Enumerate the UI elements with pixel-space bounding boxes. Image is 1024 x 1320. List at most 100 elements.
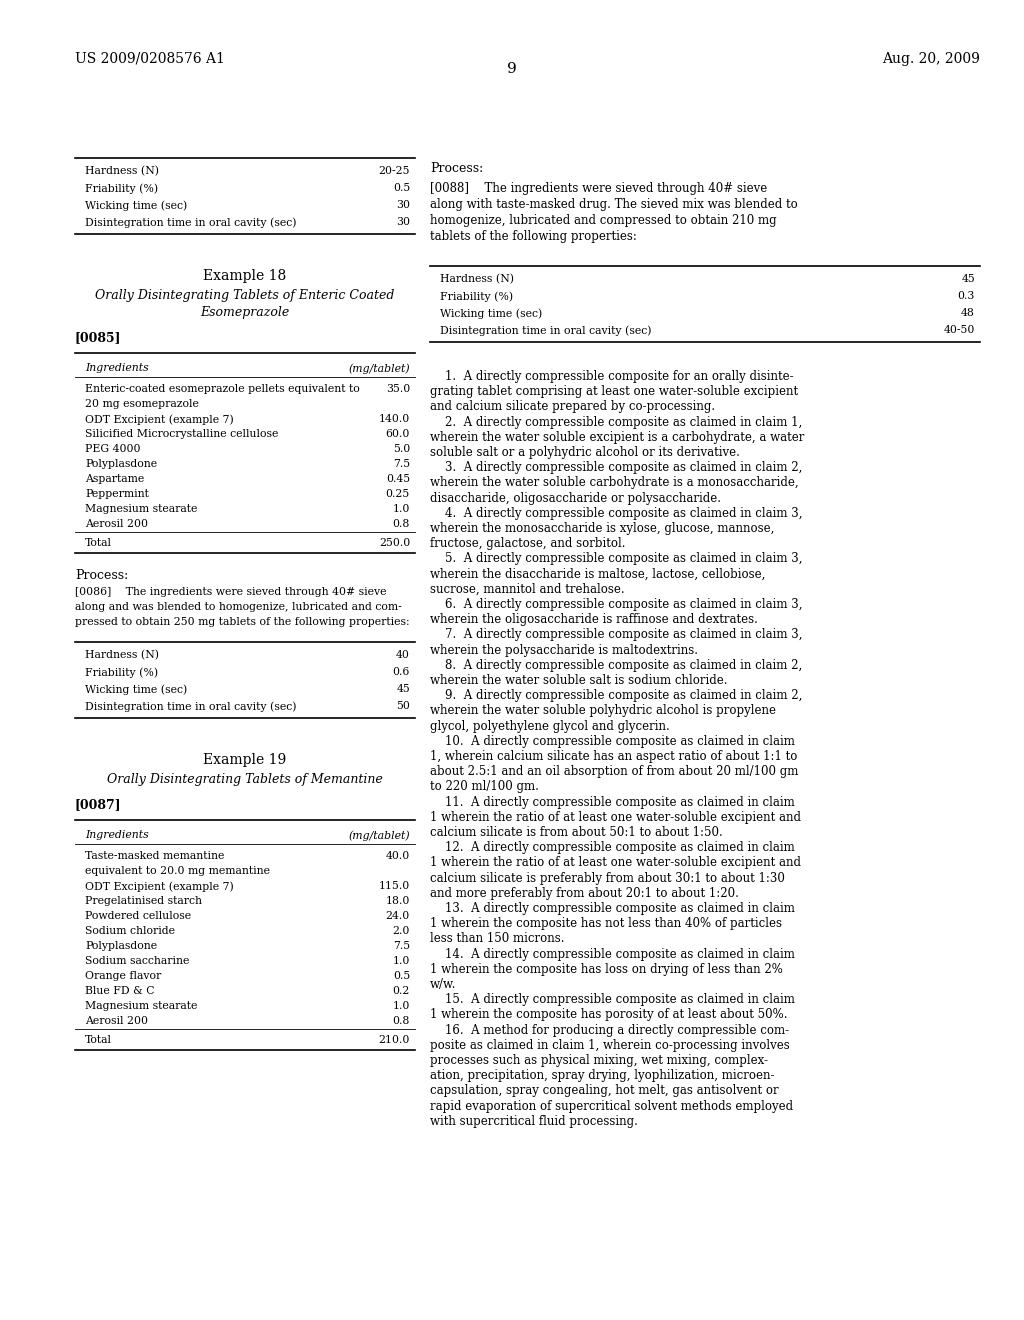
Text: Polyplasdone: Polyplasdone xyxy=(85,459,157,469)
Text: Orally Disintegrating Tablets of Enteric Coated: Orally Disintegrating Tablets of Enteric… xyxy=(95,289,394,302)
Text: 14.  A directly compressible composite as claimed in claim: 14. A directly compressible composite as… xyxy=(430,948,795,961)
Text: wherein the polysaccharide is maltodextrins.: wherein the polysaccharide is maltodextr… xyxy=(430,644,698,656)
Text: 15.  A directly compressible composite as claimed in claim: 15. A directly compressible composite as… xyxy=(430,993,795,1006)
Text: 20 mg esomeprazole: 20 mg esomeprazole xyxy=(85,399,199,409)
Text: 7.5: 7.5 xyxy=(393,459,410,469)
Text: (mg/tablet): (mg/tablet) xyxy=(348,363,410,374)
Text: 3.  A directly compressible composite as claimed in claim 2,: 3. A directly compressible composite as … xyxy=(430,461,803,474)
Text: Wicking time (sec): Wicking time (sec) xyxy=(440,308,543,318)
Text: 11.  A directly compressible composite as claimed in claim: 11. A directly compressible composite as… xyxy=(430,796,795,809)
Text: Total: Total xyxy=(85,1035,112,1045)
Text: Orange flavor: Orange flavor xyxy=(85,972,161,981)
Text: Aug. 20, 2009: Aug. 20, 2009 xyxy=(882,51,980,66)
Text: 30: 30 xyxy=(396,201,410,210)
Text: 20-25: 20-25 xyxy=(379,166,410,176)
Text: 2.0: 2.0 xyxy=(392,927,410,936)
Text: [0088]  The ingredients were sieved through 40# sieve: [0088] The ingredients were sieved throu… xyxy=(430,182,767,195)
Text: 45: 45 xyxy=(396,684,410,694)
Text: 40.0: 40.0 xyxy=(386,851,410,861)
Text: 2.  A directly compressible composite as claimed in claim 1,: 2. A directly compressible composite as … xyxy=(430,416,802,429)
Text: fructose, galactose, and sorbitol.: fructose, galactose, and sorbitol. xyxy=(430,537,626,550)
Text: Hardness (N): Hardness (N) xyxy=(85,166,159,177)
Text: 1 wherein the ratio of at least one water-soluble excipient and: 1 wherein the ratio of at least one wate… xyxy=(430,857,801,870)
Text: with supercritical fluid processing.: with supercritical fluid processing. xyxy=(430,1115,638,1127)
Text: 0.8: 0.8 xyxy=(392,519,410,529)
Text: 1.  A directly compressible composite for an orally disinte-: 1. A directly compressible composite for… xyxy=(430,370,794,383)
Text: ation, precipitation, spray drying, lyophilization, microen-: ation, precipitation, spray drying, lyop… xyxy=(430,1069,774,1082)
Text: Magnesium stearate: Magnesium stearate xyxy=(85,1001,198,1011)
Text: capsulation, spray congealing, hot melt, gas antisolvent or: capsulation, spray congealing, hot melt,… xyxy=(430,1085,778,1097)
Text: wherein the water soluble carbohydrate is a monosaccharide,: wherein the water soluble carbohydrate i… xyxy=(430,477,799,490)
Text: 0.8: 0.8 xyxy=(392,1016,410,1026)
Text: Polyplasdone: Polyplasdone xyxy=(85,941,157,950)
Text: Aspartame: Aspartame xyxy=(85,474,144,484)
Text: homogenize, lubricated and compressed to obtain 210 mg: homogenize, lubricated and compressed to… xyxy=(430,214,776,227)
Text: along with taste-masked drug. The sieved mix was blended to: along with taste-masked drug. The sieved… xyxy=(430,198,798,211)
Text: Example 18: Example 18 xyxy=(204,269,287,282)
Text: Example 19: Example 19 xyxy=(204,752,287,767)
Text: wherein the water soluble salt is sodium chloride.: wherein the water soluble salt is sodium… xyxy=(430,675,727,686)
Text: 1 wherein the composite has loss on drying of less than 2%: 1 wherein the composite has loss on dryi… xyxy=(430,962,783,975)
Text: 0.5: 0.5 xyxy=(393,972,410,981)
Text: 0.25: 0.25 xyxy=(386,488,410,499)
Text: Disintegration time in oral cavity (sec): Disintegration time in oral cavity (sec) xyxy=(85,701,297,711)
Text: Enteric-coated esomeprazole pellets equivalent to: Enteric-coated esomeprazole pellets equi… xyxy=(85,384,359,393)
Text: wherein the water soluble excipient is a carbohydrate, a water: wherein the water soluble excipient is a… xyxy=(430,430,805,444)
Text: 24.0: 24.0 xyxy=(386,911,410,921)
Text: 0.45: 0.45 xyxy=(386,474,410,484)
Text: Ingredients: Ingredients xyxy=(85,363,148,374)
Text: Disintegration time in oral cavity (sec): Disintegration time in oral cavity (sec) xyxy=(85,216,297,227)
Text: 7.5: 7.5 xyxy=(393,941,410,950)
Text: 18.0: 18.0 xyxy=(386,896,410,906)
Text: 5.0: 5.0 xyxy=(393,444,410,454)
Text: 5.  A directly compressible composite as claimed in claim 3,: 5. A directly compressible composite as … xyxy=(430,552,803,565)
Text: 7.  A directly compressible composite as claimed in claim 3,: 7. A directly compressible composite as … xyxy=(430,628,803,642)
Text: w/w.: w/w. xyxy=(430,978,457,991)
Text: Pregelatinised starch: Pregelatinised starch xyxy=(85,896,202,906)
Text: Wicking time (sec): Wicking time (sec) xyxy=(85,201,187,211)
Text: 10.  A directly compressible composite as claimed in claim: 10. A directly compressible composite as… xyxy=(430,735,795,748)
Text: 30: 30 xyxy=(396,216,410,227)
Text: Friability (%): Friability (%) xyxy=(85,667,158,677)
Text: calcium silicate is from about 50:1 to about 1:50.: calcium silicate is from about 50:1 to a… xyxy=(430,826,723,840)
Text: 1.0: 1.0 xyxy=(392,1001,410,1011)
Text: 9: 9 xyxy=(507,62,517,77)
Text: pressed to obtain 250 mg tablets of the following properties:: pressed to obtain 250 mg tablets of the … xyxy=(75,616,410,627)
Text: [0085]: [0085] xyxy=(75,331,122,345)
Text: grating tablet comprising at least one water-soluble excipient: grating tablet comprising at least one w… xyxy=(430,385,798,399)
Text: Wicking time (sec): Wicking time (sec) xyxy=(85,684,187,694)
Text: [0087]: [0087] xyxy=(75,799,122,810)
Text: soluble salt or a polyhydric alcohol or its derivative.: soluble salt or a polyhydric alcohol or … xyxy=(430,446,740,459)
Text: PEG 4000: PEG 4000 xyxy=(85,444,140,454)
Text: Orally Disintegrating Tablets of Memantine: Orally Disintegrating Tablets of Memanti… xyxy=(108,774,383,785)
Text: wherein the oligosaccharide is raffinose and dextrates.: wherein the oligosaccharide is raffinose… xyxy=(430,614,758,626)
Text: ODT Excipient (example 7): ODT Excipient (example 7) xyxy=(85,414,233,425)
Text: Hardness (N): Hardness (N) xyxy=(85,649,159,660)
Text: Ingredients: Ingredients xyxy=(85,830,148,840)
Text: 0.2: 0.2 xyxy=(392,986,410,997)
Text: Hardness (N): Hardness (N) xyxy=(440,275,514,284)
Text: Sodium chloride: Sodium chloride xyxy=(85,927,175,936)
Text: 40: 40 xyxy=(396,649,410,660)
Text: to 220 ml/100 gm.: to 220 ml/100 gm. xyxy=(430,780,539,793)
Text: Sodium saccharine: Sodium saccharine xyxy=(85,956,189,966)
Text: 45: 45 xyxy=(962,275,975,284)
Text: 0.5: 0.5 xyxy=(393,183,410,193)
Text: 8.  A directly compressible composite as claimed in claim 2,: 8. A directly compressible composite as … xyxy=(430,659,802,672)
Text: US 2009/0208576 A1: US 2009/0208576 A1 xyxy=(75,51,225,66)
Text: Friability (%): Friability (%) xyxy=(440,290,513,301)
Text: 40-50: 40-50 xyxy=(944,325,975,335)
Text: about 2.5:1 and an oil absorption of from about 20 ml/100 gm: about 2.5:1 and an oil absorption of fro… xyxy=(430,766,799,779)
Text: rapid evaporation of supercritical solvent methods employed: rapid evaporation of supercritical solve… xyxy=(430,1100,794,1113)
Text: less than 150 microns.: less than 150 microns. xyxy=(430,932,564,945)
Text: 140.0: 140.0 xyxy=(379,414,410,424)
Text: disaccharide, oligosaccharide or polysaccharide.: disaccharide, oligosaccharide or polysac… xyxy=(430,491,721,504)
Text: Taste-masked memantine: Taste-masked memantine xyxy=(85,851,224,861)
Text: Disintegration time in oral cavity (sec): Disintegration time in oral cavity (sec) xyxy=(440,325,651,335)
Text: processes such as physical mixing, wet mixing, complex-: processes such as physical mixing, wet m… xyxy=(430,1053,768,1067)
Text: and calcium silicate prepared by co-processing.: and calcium silicate prepared by co-proc… xyxy=(430,400,715,413)
Text: Blue FD & C: Blue FD & C xyxy=(85,986,155,997)
Text: Peppermint: Peppermint xyxy=(85,488,148,499)
Text: Total: Total xyxy=(85,539,112,548)
Text: [0086]  The ingredients were sieved through 40# sieve: [0086] The ingredients were sieved throu… xyxy=(75,587,386,597)
